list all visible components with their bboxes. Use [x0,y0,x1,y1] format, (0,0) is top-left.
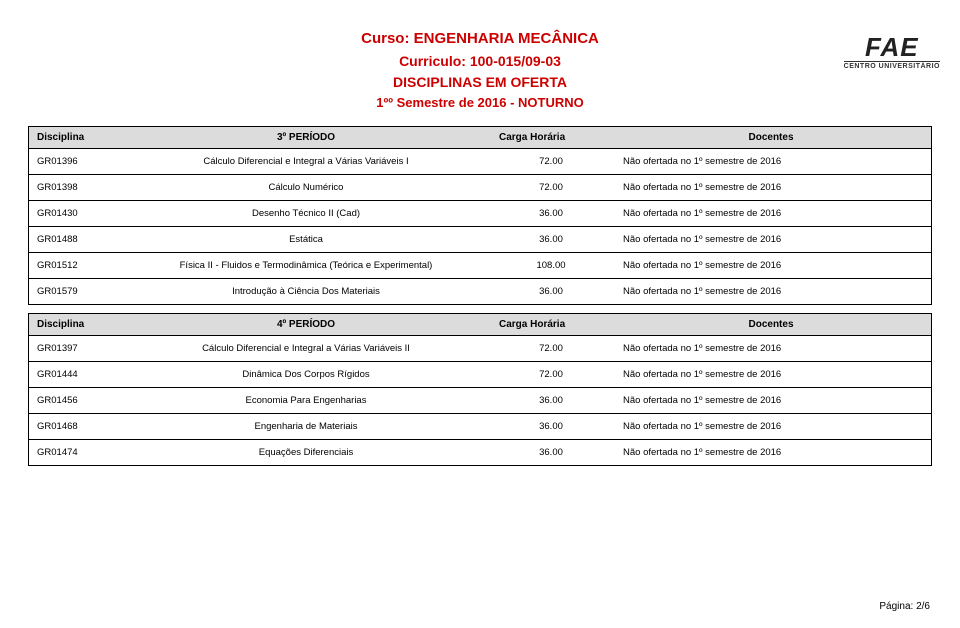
row-name: Estática [121,229,491,250]
row-name: Dinâmica Dos Corpos Rígidos [121,364,491,385]
col-carga-label: Carga Horária [491,127,611,148]
header-title: DISCIPLINAS EM OFERTA [0,72,960,93]
row-hours: 108.00 [491,255,611,276]
row-note: Não ofertada no 1º semestre de 2016 [611,364,931,385]
row-note: Não ofertada no 1º semestre de 2016 [611,281,931,302]
row-code: GR01579 [29,281,121,302]
period4-header: Disciplina 4º PERÍODO Carga Horária Doce… [28,313,932,336]
row-code: GR01444 [29,364,121,385]
table-row: GR01444Dinâmica Dos Corpos Rígidos72.00N… [28,362,932,388]
row-note: Não ofertada no 1º semestre de 2016 [611,416,931,437]
content: Disciplina 3º PERÍODO Carga Horária Doce… [0,126,960,466]
period3-header: Disciplina 3º PERÍODO Carga Horária Doce… [28,126,932,149]
document-header: Curso: ENGENHARIA MECÂNICA Curriculo: 10… [0,28,960,112]
col-disciplina-label: Disciplina [29,127,121,148]
table-row: GR01474Equações Diferenciais36.00Não ofe… [28,440,932,466]
table-row: GR01512Física II - Fluidos e Termodinâmi… [28,253,932,279]
period4-label: 4º PERÍODO [121,314,491,335]
row-hours: 36.00 [491,281,611,302]
period3-rows: GR01396Cálculo Diferencial e Integral a … [28,149,932,305]
col-docentes-label: Docentes [611,127,931,148]
row-code: GR01397 [29,338,121,359]
row-name: Desenho Técnico II (Cad) [121,203,491,224]
row-hours: 72.00 [491,364,611,385]
row-hours: 72.00 [491,338,611,359]
header-course: Curso: ENGENHARIA MECÂNICA [0,28,960,51]
table-row: GR01468Engenharia de Materiais36.00Não o… [28,414,932,440]
row-code: GR01430 [29,203,121,224]
period4-rows: GR01397Cálculo Diferencial e Integral a … [28,336,932,466]
col-carga-label: Carga Horária [491,314,611,335]
table-row: GR01579Introdução à Ciência Dos Materiai… [28,279,932,305]
row-name: Cálculo Diferencial e Integral a Várias … [121,151,491,172]
row-name: Economia Para Engenharias [121,390,491,411]
logo-main: FAE [844,36,940,59]
row-code: GR01512 [29,255,121,276]
row-name: Engenharia de Materiais [121,416,491,437]
row-name: Introdução à Ciência Dos Materiais [121,281,491,302]
table-row: GR01456Economia Para Engenharias36.00Não… [28,388,932,414]
row-hours: 72.00 [491,177,611,198]
row-name: Equações Diferenciais [121,442,491,463]
row-hours: 36.00 [491,203,611,224]
row-note: Não ofertada no 1º semestre de 2016 [611,151,931,172]
table-row: GR01488Estática36.00Não ofertada no 1º s… [28,227,932,253]
table-row: GR01398Cálculo Numérico72.00Não ofertada… [28,175,932,201]
row-code: GR01488 [29,229,121,250]
col-disciplina-label: Disciplina [29,314,121,335]
row-hours: 36.00 [491,416,611,437]
row-note: Não ofertada no 1º semestre de 2016 [611,255,931,276]
table-row: GR01430Desenho Técnico II (Cad)36.00Não … [28,201,932,227]
row-code: GR01474 [29,442,121,463]
row-hours: 36.00 [491,229,611,250]
row-code: GR01468 [29,416,121,437]
row-note: Não ofertada no 1º semestre de 2016 [611,177,931,198]
row-name: Física II - Fluidos e Termodinâmica (Teó… [121,255,491,276]
row-code: GR01398 [29,177,121,198]
col-docentes-label: Docentes [611,314,931,335]
page-footer: Página: 2/6 [879,601,930,612]
table-row: GR01397Cálculo Diferencial e Integral a … [28,336,932,362]
row-note: Não ofertada no 1º semestre de 2016 [611,390,931,411]
row-name: Cálculo Numérico [121,177,491,198]
header-semester: 1ºº Semestre de 2016 - NOTURNO [0,93,960,113]
row-note: Não ofertada no 1º semestre de 2016 [611,442,931,463]
row-hours: 72.00 [491,151,611,172]
row-code: GR01456 [29,390,121,411]
row-code: GR01396 [29,151,121,172]
row-note: Não ofertada no 1º semestre de 2016 [611,338,931,359]
logo-sub: CENTRO UNIVERSITÁRIO [844,61,940,70]
row-hours: 36.00 [491,442,611,463]
period3-label: 3º PERÍODO [121,127,491,148]
logo: FAE CENTRO UNIVERSITÁRIO [844,36,940,70]
row-name: Cálculo Diferencial e Integral a Várias … [121,338,491,359]
row-note: Não ofertada no 1º semestre de 2016 [611,203,931,224]
header-curriculum: Curriculo: 100-015/09-03 [0,51,960,72]
table-row: GR01396Cálculo Diferencial e Integral a … [28,149,932,175]
row-hours: 36.00 [491,390,611,411]
row-note: Não ofertada no 1º semestre de 2016 [611,229,931,250]
